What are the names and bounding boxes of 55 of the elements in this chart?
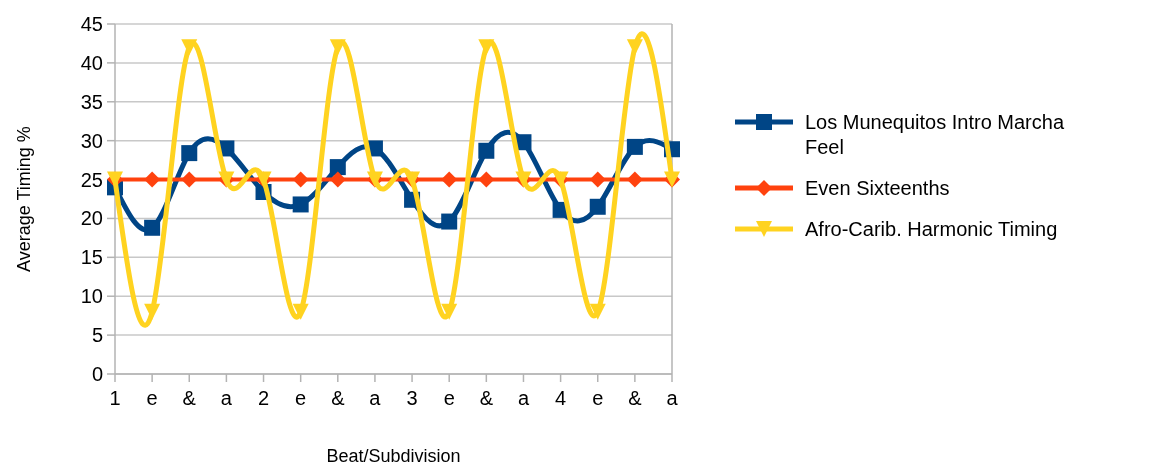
y-tick-label: 40 <box>80 51 103 74</box>
x-tick-label: a <box>666 387 679 409</box>
legend-label: Afro-Carib. Harmonic Timing <box>805 218 1058 240</box>
x-tick-label: e <box>443 387 455 409</box>
x-tick-label: & <box>628 387 643 409</box>
legend-label: Los Munequitos Intro Marcha Feel <box>805 111 1065 158</box>
point <box>181 171 198 188</box>
x-tick-label: a <box>517 387 530 409</box>
point <box>441 213 458 230</box>
point <box>144 171 161 188</box>
point <box>441 303 458 320</box>
x-tick-label: 4 <box>555 387 567 409</box>
point <box>329 171 346 188</box>
point <box>292 303 309 320</box>
x-tick-label: e <box>146 387 158 409</box>
x-tick-label: a <box>220 387 233 409</box>
y-tick-label: 25 <box>80 168 103 191</box>
x-tick-label: 3 <box>406 387 418 409</box>
y-tick-label: 20 <box>80 207 103 230</box>
y-axis-title: Average Timing % <box>14 126 34 272</box>
point <box>626 138 643 155</box>
legend-label: Even Sixteenths <box>805 177 950 199</box>
point <box>181 39 198 56</box>
x-tick-label: a <box>369 387 382 409</box>
x-tick-label: 1 <box>109 387 121 409</box>
point <box>626 171 643 188</box>
point <box>329 39 346 56</box>
x-tick-label: & <box>331 387 346 409</box>
point <box>626 39 643 56</box>
point <box>292 196 309 213</box>
y-tick-label: 30 <box>80 129 103 152</box>
point <box>144 303 161 320</box>
point <box>589 303 606 320</box>
point <box>478 142 495 159</box>
y-tick-label: 35 <box>80 90 103 113</box>
point <box>329 159 346 176</box>
x-tick-label: e <box>295 387 307 409</box>
point <box>589 171 606 188</box>
point <box>478 39 495 56</box>
y-tick-label: 5 <box>91 324 103 347</box>
point <box>478 171 495 188</box>
x-axis-title: Beat/Subdivision <box>326 446 461 465</box>
x-tick-label: e <box>592 387 604 409</box>
point <box>441 171 458 188</box>
x-tick-label: & <box>182 387 197 409</box>
y-tick-label: 45 <box>80 13 103 35</box>
y-tick-label: 10 <box>80 285 103 308</box>
point <box>292 171 309 188</box>
point <box>589 198 606 215</box>
y-tick-label: 15 <box>80 246 103 269</box>
point <box>144 219 161 236</box>
y-tick-label: 0 <box>91 363 103 385</box>
point <box>181 145 198 162</box>
x-tick-label: 2 <box>257 387 270 409</box>
x-tick-label: & <box>479 387 494 409</box>
